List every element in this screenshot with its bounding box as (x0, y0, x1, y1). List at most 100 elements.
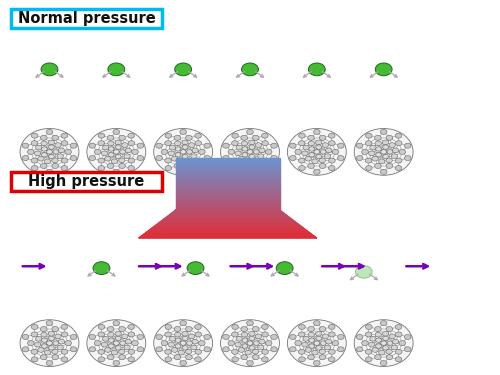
Circle shape (48, 346, 54, 350)
Circle shape (98, 324, 105, 330)
Circle shape (314, 170, 320, 174)
Polygon shape (166, 217, 290, 218)
Circle shape (104, 156, 111, 161)
Circle shape (98, 133, 105, 138)
Circle shape (404, 334, 411, 339)
Circle shape (61, 133, 68, 138)
Circle shape (222, 334, 230, 339)
Circle shape (380, 361, 387, 366)
Polygon shape (176, 185, 280, 186)
Circle shape (242, 153, 248, 157)
Polygon shape (167, 216, 288, 217)
Circle shape (314, 129, 320, 134)
Circle shape (395, 357, 402, 362)
Circle shape (194, 133, 202, 138)
Circle shape (32, 165, 38, 171)
Circle shape (382, 145, 388, 149)
Circle shape (36, 336, 42, 341)
Ellipse shape (87, 129, 146, 175)
Circle shape (186, 341, 192, 345)
Circle shape (113, 361, 119, 366)
Ellipse shape (288, 129, 346, 175)
Circle shape (328, 350, 335, 354)
Circle shape (178, 350, 184, 355)
Circle shape (34, 342, 40, 347)
Circle shape (248, 331, 255, 336)
Circle shape (249, 336, 255, 340)
Circle shape (228, 340, 234, 346)
Circle shape (186, 355, 192, 360)
Circle shape (108, 164, 114, 168)
Circle shape (298, 165, 306, 171)
Polygon shape (176, 192, 280, 193)
Circle shape (61, 165, 68, 171)
Circle shape (190, 154, 197, 159)
Circle shape (305, 348, 312, 352)
Circle shape (262, 324, 268, 330)
Circle shape (204, 347, 210, 352)
Polygon shape (176, 183, 280, 184)
Circle shape (115, 140, 121, 145)
Circle shape (332, 149, 339, 154)
Circle shape (241, 164, 248, 168)
Circle shape (395, 324, 402, 330)
Circle shape (102, 145, 108, 150)
Circle shape (247, 150, 253, 154)
Circle shape (102, 151, 107, 156)
Polygon shape (176, 197, 280, 198)
Polygon shape (163, 219, 292, 220)
Circle shape (180, 170, 186, 174)
Text: High pressure: High pressure (28, 174, 144, 189)
Circle shape (119, 355, 126, 360)
Circle shape (113, 321, 119, 326)
Text: Normal pressure: Normal pressure (18, 11, 156, 26)
Circle shape (236, 145, 242, 150)
Circle shape (391, 345, 398, 350)
Circle shape (399, 149, 406, 154)
Circle shape (108, 338, 114, 342)
Circle shape (372, 156, 378, 161)
Circle shape (262, 350, 268, 354)
Polygon shape (150, 229, 306, 230)
Circle shape (305, 156, 312, 161)
Circle shape (128, 165, 134, 171)
Circle shape (290, 334, 296, 339)
Circle shape (70, 143, 77, 148)
Polygon shape (176, 193, 280, 194)
Circle shape (128, 324, 134, 330)
Polygon shape (158, 223, 298, 224)
Circle shape (174, 164, 180, 168)
Circle shape (128, 350, 134, 354)
Circle shape (270, 347, 278, 352)
Circle shape (399, 340, 406, 346)
Circle shape (94, 149, 101, 154)
Circle shape (222, 347, 230, 352)
Circle shape (376, 344, 382, 348)
Circle shape (180, 129, 186, 134)
Polygon shape (176, 168, 280, 169)
FancyBboxPatch shape (11, 172, 162, 191)
Circle shape (386, 135, 392, 140)
Polygon shape (176, 198, 280, 200)
Circle shape (170, 336, 175, 341)
Circle shape (102, 342, 107, 347)
Polygon shape (140, 236, 316, 237)
Circle shape (270, 334, 278, 339)
Polygon shape (164, 218, 291, 219)
Circle shape (58, 339, 64, 344)
Circle shape (156, 143, 162, 148)
Circle shape (356, 156, 363, 160)
Polygon shape (155, 225, 300, 226)
Circle shape (328, 324, 335, 330)
Circle shape (186, 158, 192, 163)
Circle shape (22, 334, 29, 339)
Polygon shape (171, 213, 284, 214)
Circle shape (62, 141, 68, 146)
Circle shape (303, 145, 309, 150)
Polygon shape (162, 220, 294, 221)
Polygon shape (138, 237, 317, 238)
Circle shape (338, 347, 344, 352)
Circle shape (108, 141, 114, 146)
Circle shape (309, 153, 314, 157)
Circle shape (382, 331, 388, 336)
